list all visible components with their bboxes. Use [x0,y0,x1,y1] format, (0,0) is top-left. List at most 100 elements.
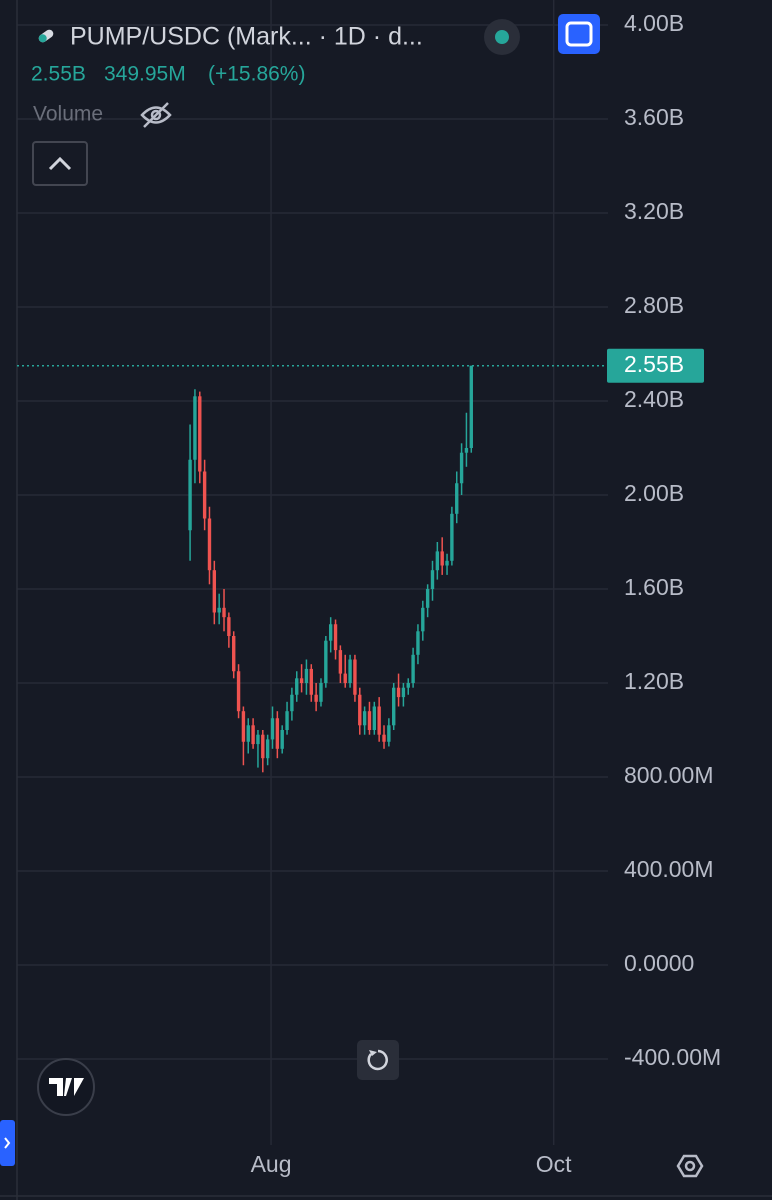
y-tick-label: 1.60B [624,574,684,600]
x-tick-label: Oct [536,1151,572,1177]
candle-body [464,448,469,453]
candle-body [309,668,313,695]
y-tick-label: 2.00B [624,480,684,506]
candle-body [207,518,212,571]
fullscreen-button[interactable] [558,14,600,54]
candle-body [367,711,372,730]
candle-body [362,711,367,726]
candle-body [261,734,265,759]
candle-body [236,671,241,712]
candle-body [396,687,401,698]
candle-body [314,694,318,702]
candle-body [222,607,226,618]
candle-body [299,678,304,683]
legend-change: 349.95M [104,63,186,86]
candle-body [411,654,415,683]
candle-body [246,725,250,742]
side-tab[interactable] [0,1120,15,1166]
settings-icon[interactable] [676,1154,704,1178]
candle-body [455,483,459,514]
y-tick-label: 0.0000 [624,950,694,976]
candle-body [435,551,440,571]
y-tick-label: 800.00M [624,762,714,788]
candle-body [387,725,391,742]
reset-button[interactable] [357,1040,399,1080]
candle-body [358,694,362,726]
y-tick-label: 2.80B [624,292,684,318]
y-tick-label: 3.60B [624,104,684,130]
y-tick-label: 4.00B [624,10,684,36]
candle-body [372,706,377,730]
reset-arrow [369,1050,377,1056]
candle-body [324,640,328,683]
candle-body [459,452,464,484]
candle-body [469,365,473,448]
candle-body [241,711,246,742]
status-dot [495,30,509,44]
legend-change-pct: (+15.86%) [208,63,305,86]
candle-body [202,471,207,519]
candle-body [198,396,202,472]
candle-body [304,668,309,683]
candle-body [333,624,338,651]
symbol-title: PUMP/USDC (Mark... · 1D · d... [70,23,423,51]
candle-body [295,678,299,695]
chevron-up [48,156,72,171]
hide-icon[interactable] [140,102,172,128]
y-tick-label: 2.40B [624,386,684,412]
candle-body [212,570,217,613]
candle-body [382,734,386,742]
candle-body [343,673,347,683]
candle-body [251,725,255,745]
candle-body [319,683,323,702]
candle-body [421,607,425,632]
candle-body [338,650,343,674]
candle-body [348,659,352,683]
candle-body [406,683,410,688]
candle-body [265,739,270,759]
candle-body [440,551,444,566]
y-tick-label: -400.00M [624,1044,721,1070]
candle-body [256,734,260,745]
logo-mark [49,1078,84,1096]
reset-icon [367,1049,388,1071]
candle-body [425,589,430,608]
candle-body [430,570,435,589]
settings-center [684,1160,696,1172]
axis-labels: 4.00B 3.60B 3.20B 2.80B 2.40B 2.00B 1.60B 1.20B… [251,10,722,1177]
legend-close: 2.55B [31,63,86,86]
pencil-icon [38,29,54,43]
candle-body [392,687,396,726]
last-price-box [607,348,704,383]
candle-body [285,711,289,730]
candle-body [193,396,197,460]
last-price-label: 2.55B [624,351,684,377]
candle-body [227,617,231,636]
y-tick-label: 400.00M [624,856,714,882]
x-tick-label: Aug [251,1151,292,1177]
candle-body [377,706,381,735]
candle-body [328,624,333,641]
side-tab-arrow [4,1137,11,1149]
indicator-label: Volume [33,103,103,126]
candle-body [416,631,420,655]
candle-body [290,694,294,712]
candle-body [270,718,275,740]
candle-body [217,607,221,613]
y-tick-label: 1.20B [624,668,684,694]
candle-body [275,718,280,749]
candles [17,365,608,773]
candle-body [280,730,284,749]
y-tick-label: 3.20B [624,198,684,224]
candle-body [445,560,449,566]
candle-body [450,513,454,561]
fullscreen-icon [565,21,593,47]
candle-body [353,659,357,695]
candle-body [401,687,406,698]
collapse-button[interactable] [32,141,88,186]
candle-body [188,459,192,531]
